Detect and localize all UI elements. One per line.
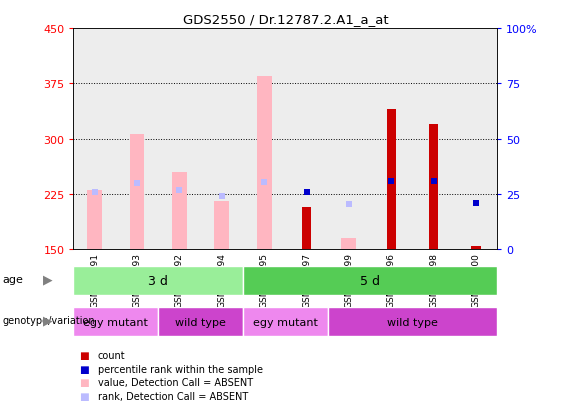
Text: ■: ■: [79, 391, 89, 401]
Bar: [455, 29, 497, 250]
Bar: [471, 246, 481, 250]
Bar: [386, 110, 396, 250]
Text: egy mutant: egy mutant: [84, 317, 148, 327]
Bar: [172, 173, 187, 250]
Text: ■: ■: [79, 350, 89, 360]
Text: wild type: wild type: [387, 317, 438, 327]
Text: ■: ■: [79, 377, 89, 387]
Text: ▶: ▶: [43, 273, 53, 286]
Title: GDS2550 / Dr.12787.2.A1_a_at: GDS2550 / Dr.12787.2.A1_a_at: [182, 13, 388, 26]
Bar: [73, 308, 158, 337]
Text: age: age: [3, 275, 24, 285]
Bar: [87, 191, 102, 250]
Bar: [129, 134, 145, 250]
Bar: [412, 29, 455, 250]
Bar: [328, 29, 370, 250]
Text: count: count: [98, 350, 125, 360]
Bar: [73, 266, 243, 295]
Bar: [158, 29, 201, 250]
Bar: [328, 308, 497, 337]
Bar: [302, 208, 311, 250]
Text: wild type: wild type: [175, 317, 226, 327]
Bar: [429, 125, 438, 250]
Bar: [116, 29, 158, 250]
Text: rank, Detection Call = ABSENT: rank, Detection Call = ABSENT: [98, 391, 248, 401]
Text: ▶: ▶: [43, 313, 53, 327]
Bar: [285, 29, 328, 250]
Text: ■: ■: [79, 364, 89, 374]
Text: genotype/variation: genotype/variation: [3, 315, 95, 325]
Text: egy mutant: egy mutant: [253, 317, 318, 327]
Bar: [243, 308, 328, 337]
Bar: [214, 202, 229, 250]
Bar: [243, 266, 497, 295]
Text: 3 d: 3 d: [148, 274, 168, 287]
Text: 5 d: 5 d: [360, 274, 380, 287]
Bar: [370, 29, 412, 250]
Bar: [73, 29, 116, 250]
Bar: [341, 239, 357, 250]
Text: percentile rank within the sample: percentile rank within the sample: [98, 364, 263, 374]
Bar: [201, 29, 243, 250]
Bar: [243, 29, 285, 250]
Bar: [158, 308, 243, 337]
Text: value, Detection Call = ABSENT: value, Detection Call = ABSENT: [98, 377, 253, 387]
Bar: [257, 77, 272, 250]
